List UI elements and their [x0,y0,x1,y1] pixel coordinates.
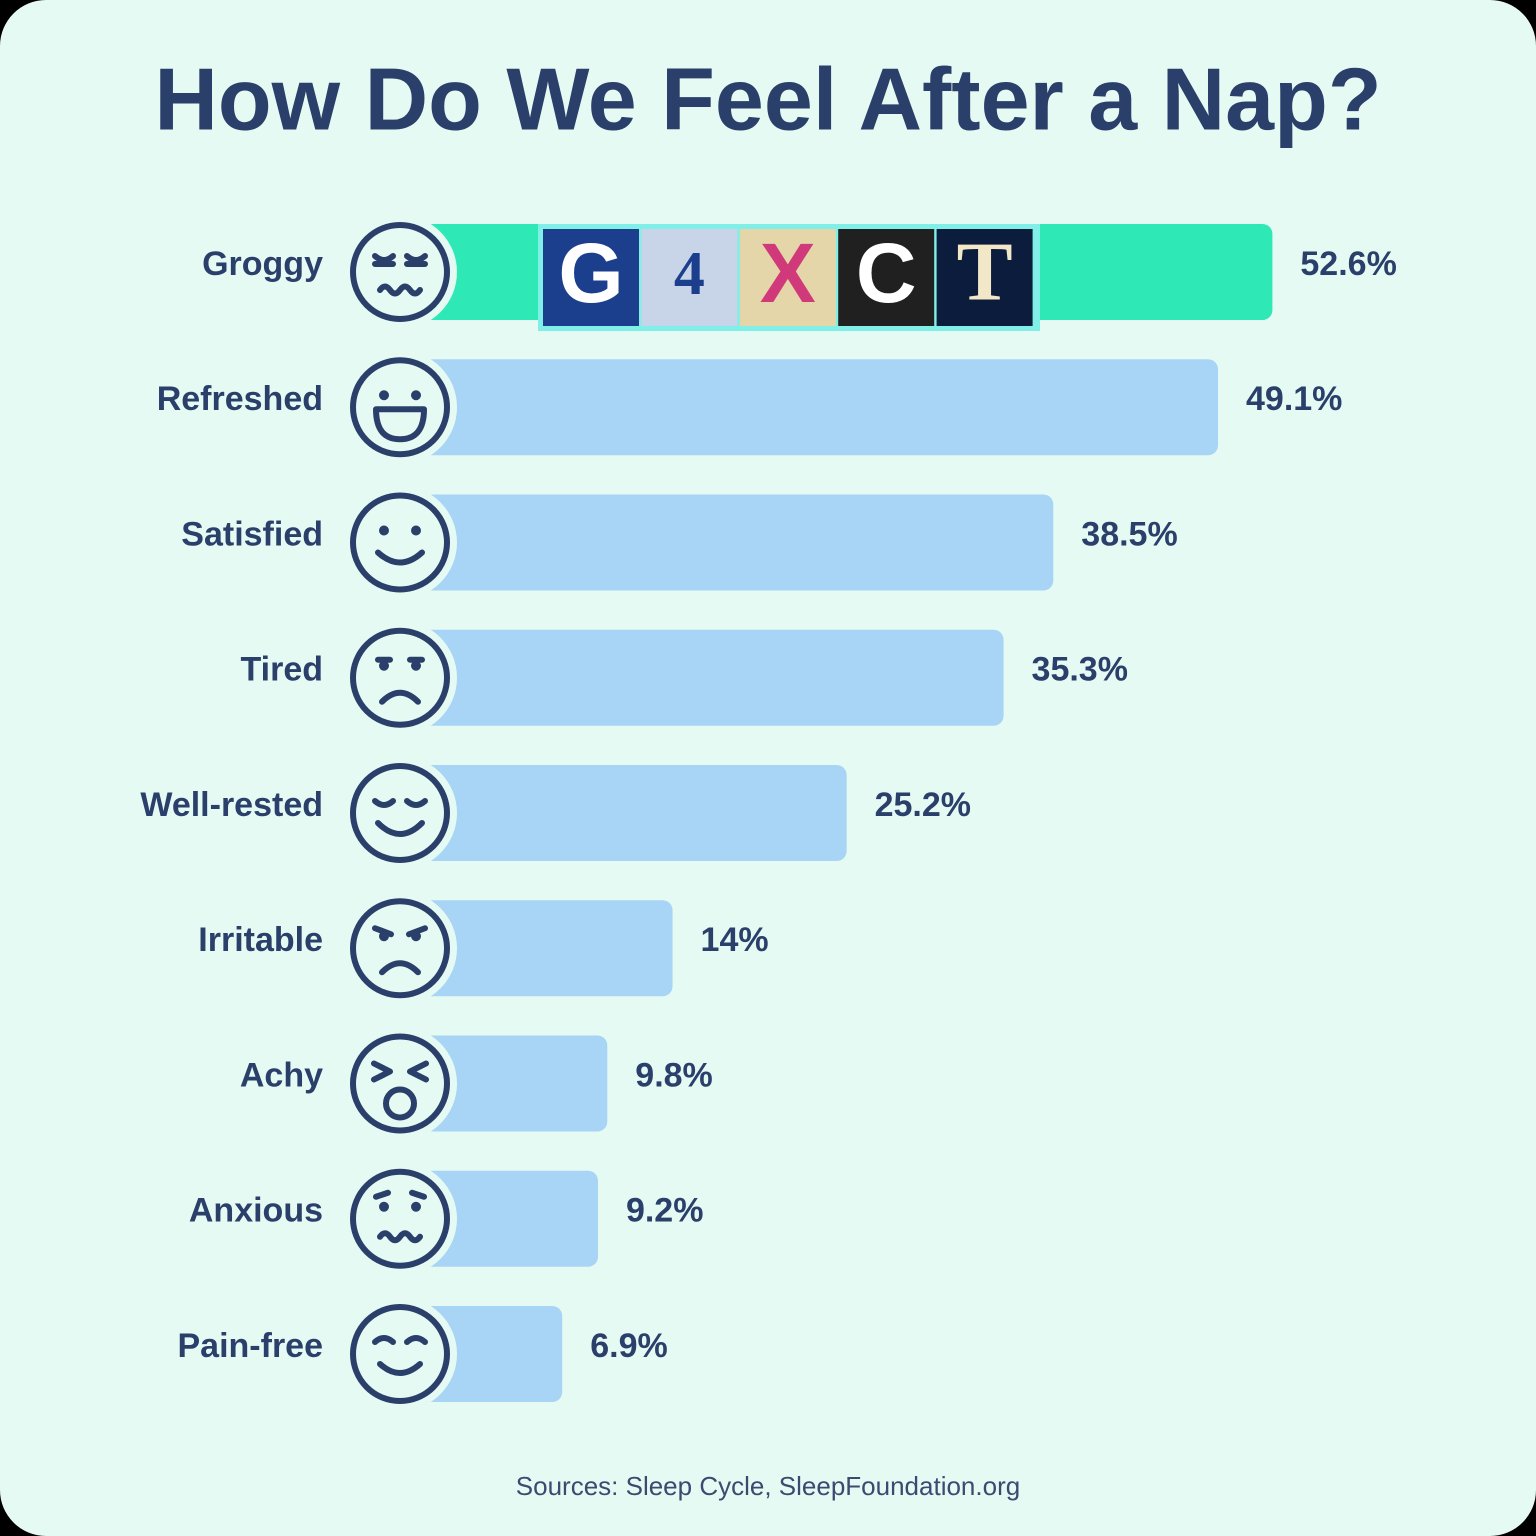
source: Sources: Sleep Cycle, SleepFoundation.or… [516,1471,1020,1501]
icon-halo [343,485,457,600]
face-feature [373,1189,427,1200]
value-label: 14% [701,921,769,959]
icon-ring [350,1304,450,1404]
captcha-char: T [957,225,1013,318]
captcha-tile [543,229,639,326]
face-feature [372,1335,396,1345]
icon-halo [343,1297,457,1411]
bar [400,900,673,997]
captcha-tile [739,229,836,326]
value-label: 6.9% [590,1327,668,1365]
captcha-tile [641,229,738,326]
icon-halo [343,620,457,735]
face-icon [343,485,457,600]
face-icon [343,891,457,1006]
face-feature [375,549,425,566]
face-feature [379,689,421,705]
value-label: 25.2% [875,786,971,824]
icon-ring [350,763,450,863]
icon-halo [343,1161,457,1276]
face-feature [372,253,396,263]
eye [411,1201,421,1212]
icon-halo [343,1026,457,1141]
category-label: Satisfied [181,515,323,553]
icon-ring [350,627,450,728]
face-feature [379,960,421,976]
category-label: Achy [240,1056,323,1094]
category-label: Groggy [202,245,323,283]
value-label: 9.8% [635,1056,713,1094]
face-feature [372,925,428,938]
face-feature [377,283,423,297]
category-label: Refreshed [157,380,323,418]
icon-ring [350,357,450,458]
category-label: Tired [240,651,323,689]
eye [379,390,389,401]
eye [411,931,421,942]
icon-ring [350,222,450,322]
captcha-char: C [856,226,917,320]
face-icon [343,1297,457,1411]
face-feature [375,820,425,837]
eye [379,931,389,942]
icon-ring [350,492,450,593]
eye [379,525,389,536]
bar [400,359,1219,456]
category-label: Anxious [189,1192,323,1230]
bar [400,494,1054,591]
face-icon [343,756,457,870]
category-label: Irritable [198,921,323,959]
bar [400,765,847,861]
eye [411,660,421,671]
face-icon [343,1026,457,1141]
icon-halo [343,891,457,1006]
chart-title: How Do We Feel After a Nap? [154,49,1381,148]
face-feature [373,406,427,443]
value-label: 49.1% [1246,380,1342,418]
face-icon [343,215,457,329]
bar [400,1035,608,1132]
face-icon [343,350,457,465]
face-feature [404,798,428,808]
eye [379,660,389,671]
face-feature [377,1361,423,1376]
bar [400,629,1004,726]
value-label: 38.5% [1081,515,1177,553]
value-label: 52.6% [1300,245,1396,283]
value-label: 35.3% [1032,651,1128,689]
icon-ring [350,1168,450,1269]
face-icon [343,1161,457,1276]
category-label: Well-rested [140,786,323,824]
value-label: 9.2% [626,1192,704,1230]
eye [379,1201,389,1212]
captcha-tile [936,229,1033,326]
face-icon [343,620,457,735]
face-feature [404,1335,428,1345]
captcha-char: X [760,226,816,320]
face-feature [383,1086,417,1121]
captcha-char: 4 [674,240,705,308]
captcha-char: G [558,226,623,320]
face-feature [372,798,396,808]
icon-halo [343,756,457,870]
icon-ring [350,898,450,999]
face-feature [404,253,428,263]
face-feature [371,1060,429,1083]
category-label: Pain-free [178,1327,324,1365]
eye [411,390,421,401]
icon-halo [343,215,457,329]
icon-ring [350,1033,450,1134]
captcha-tile [838,229,935,326]
face-feature [377,1230,423,1244]
eye [411,525,421,536]
